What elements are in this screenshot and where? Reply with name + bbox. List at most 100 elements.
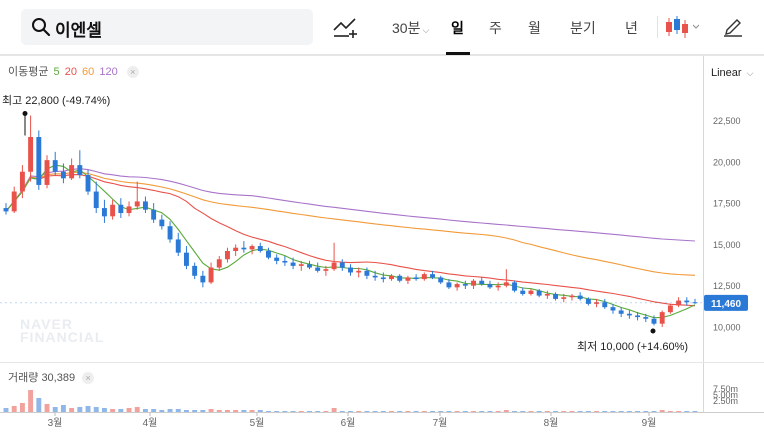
volume-bar [159,410,165,412]
candle-body [274,257,280,261]
candle-body [544,293,550,296]
pencil-icon[interactable] [723,17,743,37]
candle-body [364,270,370,276]
volume-bar [339,411,345,412]
volume-bar [151,409,157,412]
volume-bar [618,411,624,412]
volume-bar [520,411,526,412]
volume-bar [118,409,124,412]
volume-bar [298,411,304,412]
volume-bar [200,410,206,412]
volume-bar [142,409,148,412]
candle-body [438,277,444,283]
volume-bar [364,411,370,412]
ma-120: 120 [99,66,118,78]
volume-bar [512,411,518,412]
low-annotation-label: 최저 10,000 (+14.60%) [577,340,688,353]
ma-legend-label: 이동평균 [8,66,49,78]
volume-bar [380,411,386,412]
candle-body [208,267,214,283]
candle-body [413,277,419,280]
volume-value: 30,389 [41,372,76,384]
candle-body [151,209,157,220]
volume-bar [28,390,34,412]
candle-body [110,204,116,217]
volume-bar [585,411,591,412]
candle-body [290,262,296,266]
naver-financial-watermark: NAVER FINANCIAL [20,316,105,345]
candle-body [249,246,255,250]
period-year[interactable]: 년 [625,20,638,36]
candle-body [643,317,649,319]
volume-bar [192,410,198,412]
x-tick-label: 5월 [250,417,265,429]
volume-bar [266,411,271,412]
volume-bar [471,411,476,412]
period-quarter[interactable]: 분기 [570,20,596,36]
period-30min[interactable]: 30분 ⌵ [392,20,430,36]
volume-bar [126,408,132,412]
volume-bar [594,411,600,412]
candle-body [487,284,493,288]
candle-body [503,282,509,286]
y-tick-label: 22,500 [713,116,741,126]
volume-bar [659,410,665,412]
volume-bar [257,410,263,412]
volume-bar [183,410,189,412]
volume-bar [101,408,107,412]
candle-body [142,201,148,210]
volume-bar [553,411,559,412]
close-icon[interactable]: × [82,372,95,384]
volume-bar [356,411,362,412]
candle-body [610,307,616,311]
volume-bar [397,411,403,412]
candle-body [356,270,362,273]
close-icon[interactable]: × [126,66,139,78]
y-tick-label: 10,000 [713,323,741,333]
volume-bar [225,410,230,412]
candle-body [520,290,526,294]
candle-body [569,295,575,298]
candle-body [118,204,124,214]
period-month[interactable]: 월 [528,20,541,36]
candle-body [585,298,591,304]
search-query-text[interactable]: 이엔셀 [55,21,102,40]
volume-bar [3,408,9,412]
volume-bar [405,411,411,412]
x-tick-label: 9월 [642,417,657,429]
volume-bar [503,410,509,412]
volume-bar [438,411,444,412]
candle-body [257,246,263,252]
high-annotation-label: 최고 22,800 (-49.74%) [2,94,110,107]
volume-bar [175,409,181,412]
candle-body [233,247,239,252]
scale-selector[interactable]: Linear ⌵ [711,67,754,79]
candle-body [28,137,34,172]
volume-bar [241,410,247,412]
candle-body [372,275,378,278]
candle-body [298,264,304,266]
volume-bar [610,411,616,412]
candle-body [618,310,624,314]
candlestick-type-icon[interactable] [665,15,701,39]
candle-body [175,239,181,253]
search-icon[interactable] [31,17,51,37]
candle-body [405,277,411,281]
period-week[interactable]: 주 [489,20,502,36]
volume-legend[interactable]: 거래량 30,389 × [8,369,95,385]
trend-line-add-icon[interactable] [333,16,359,38]
volume-bar [536,411,542,412]
period-day[interactable]: 일 [451,20,464,36]
volume-bar [676,411,682,412]
stock-search-box[interactable]: 이엔셀 [21,9,313,45]
current-price-label: 11,460 [711,299,741,310]
volume-bar [60,405,66,412]
ma-5: 5 [53,66,60,78]
candle-body [19,171,25,192]
moving-average-legend[interactable]: 이동평균 5 20 60 120 × [8,63,141,79]
candle-body [331,262,337,270]
toolbar: 이엔셀 30분 ⌵ 일 주 월 분기 년 [0,0,764,55]
volume-bar [528,411,534,412]
candle-body [315,267,321,271]
